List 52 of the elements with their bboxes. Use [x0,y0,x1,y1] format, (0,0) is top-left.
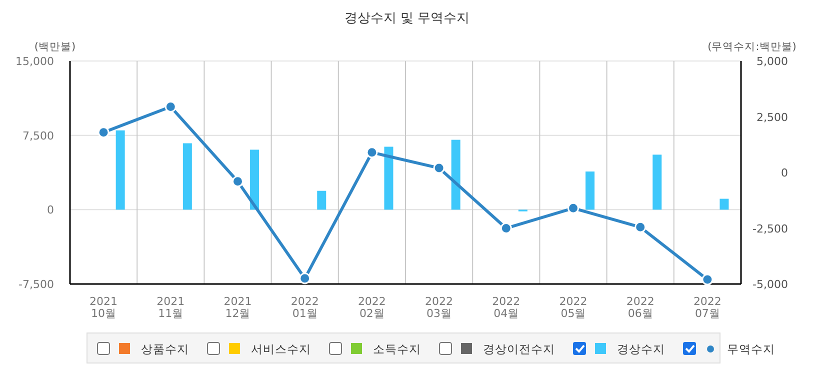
bar [182,143,192,210]
point [232,176,244,188]
legend-label: 무역수지 [727,342,775,356]
y2-tick-label: 2,500 [756,110,788,124]
y2-axis-title: (무역수지:백만불) [708,41,796,53]
bar [451,140,460,210]
x-tick-label: 2022 07월 [693,295,722,320]
legend-label: 소득수지 [373,342,421,356]
legend-item: 서비스수지 [207,342,311,356]
y-tick-label: 15,000 [16,55,54,68]
x-tick-label: 2022 04월 [492,295,520,320]
bar [586,172,595,210]
bar [384,146,394,210]
x-tick-label: 2022 02월 [358,295,386,320]
x-tick-label: 2022 01월 [290,295,319,320]
bar [317,190,326,210]
y2-tick-label: -5,000 [752,278,788,291]
legend-item: 소득수지 [329,342,421,356]
point [634,221,646,233]
legend-label: 경상수지 [617,342,665,356]
x-tick-label: 2022 06월 [626,295,654,320]
x-tick-label: 2021 11월 [156,295,185,320]
point [98,126,110,138]
point [366,146,378,158]
point [299,272,311,284]
point [568,202,579,214]
bar [250,150,260,210]
legend-label: 경상이전수지 [483,342,555,356]
legend-label: 상품수지 [141,342,189,356]
legend-label: 서비스수지 [251,342,311,356]
y2-tick-label: 5,000 [756,55,788,68]
bar [652,154,662,210]
y-tick-label: 0 [47,204,54,217]
x-tick-label: 2021 10월 [90,295,118,320]
y2-tick-label: 0 [781,166,788,180]
chart-title: 경상수지 및 무역수지 [344,11,470,26]
y2-tick-label: -2,500 [752,222,788,236]
legend-item: 상품수지 [97,342,189,356]
y-tick-label: 7,500 [22,129,54,142]
legend-item: 무역수지 [683,342,775,356]
bar [720,198,729,210]
x-tick-label: 2022 03월 [425,295,454,320]
x-tick-label: 2022 05월 [559,295,588,320]
point [702,274,714,286]
point [500,222,512,234]
x-tick-label: 2021 12월 [224,295,252,320]
point [433,162,445,174]
legend-item: 경상이전수지 [439,342,555,356]
y-axis-title: (백만불) [34,41,76,53]
legend-item: 경상수지 [573,342,665,356]
bar [116,130,125,210]
y-tick-label: -7,500 [18,278,54,291]
